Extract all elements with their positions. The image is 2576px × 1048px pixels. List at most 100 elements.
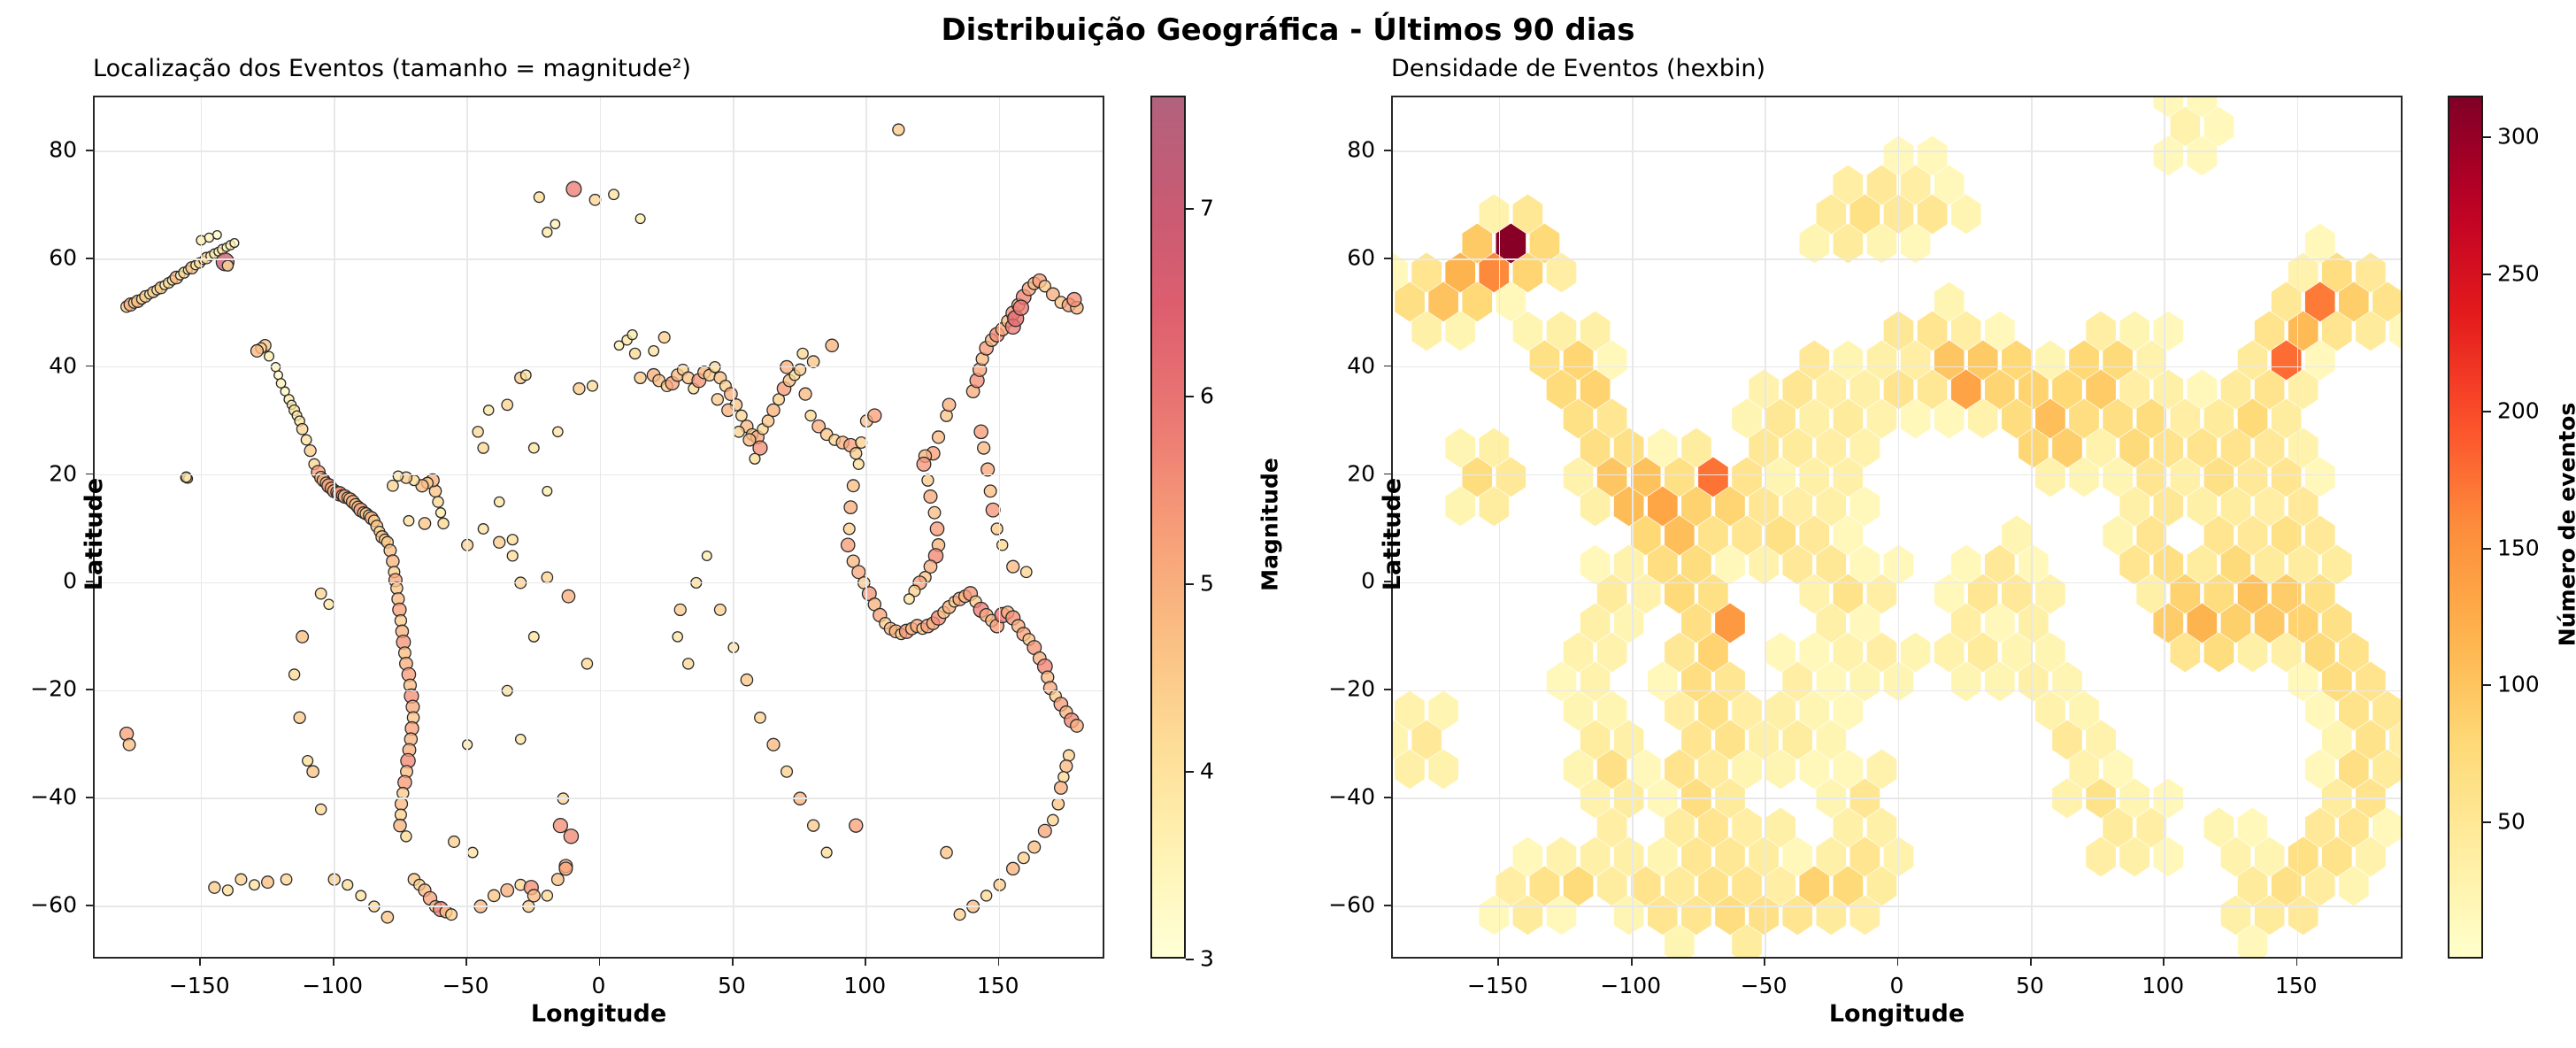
scatter-point: [903, 593, 915, 605]
gridline-vertical: [998, 97, 1001, 957]
scatter-point: [1012, 299, 1029, 316]
scatter-point: [211, 229, 222, 240]
hexbin-cell: [1765, 749, 1796, 790]
scatter-point: [304, 443, 317, 458]
colorbar-tick-label: 3: [1200, 945, 1214, 972]
hexbin-cell: [2339, 749, 2369, 790]
scatter-plot-area[interactable]: [93, 96, 1104, 959]
hexbin-cell: [2356, 836, 2386, 877]
scatter-point: [977, 441, 991, 455]
hexbin-cell: [2019, 544, 2049, 585]
scatter-point: [733, 425, 745, 438]
gridline-horizontal: [95, 582, 1103, 584]
hexbin-cell: [1563, 457, 1594, 497]
scatter-point: [634, 213, 646, 225]
scatter-point: [280, 873, 293, 886]
scatter-point: [437, 517, 450, 530]
hexbin-cell: [1546, 836, 1577, 877]
hexbin-cell: [2052, 428, 2082, 468]
hexbin-cell: [1950, 311, 1981, 351]
hexbin-cell: [1749, 895, 1779, 936]
hexbin-cell: [2119, 544, 2150, 585]
hexbin-cell: [2187, 369, 2218, 410]
scatter-point: [1046, 813, 1059, 827]
hexbin-cell: [2136, 515, 2167, 556]
scatter-point: [393, 818, 407, 833]
hexbin-cell: [2052, 720, 2082, 760]
hexbin-cell: [1749, 428, 1779, 468]
hexbin-cell: [1816, 194, 1847, 235]
gridline-vertical: [1631, 97, 1634, 957]
scatter-points-layer: [119, 123, 1084, 924]
hexbin-cell: [2254, 369, 2285, 410]
hexbin-cell: [1833, 223, 1864, 264]
colorbar-tickmark: [1186, 771, 1194, 773]
gridline-horizontal: [95, 366, 1103, 368]
hexbin-cell: [1917, 135, 1948, 176]
events-count-colorbar[interactable]: [2448, 96, 2483, 959]
hexbin-cell: [2035, 632, 2065, 673]
hexbin-cell: [1580, 836, 1611, 877]
scatter-point: [1006, 559, 1020, 574]
hexbin-plot-area[interactable]: [1391, 96, 2403, 959]
yaxis-tick-label: 40: [49, 352, 77, 379]
scatter-point: [811, 419, 827, 434]
hexbin-cell: [2153, 486, 2184, 527]
hexbin-cell: [1849, 544, 1880, 585]
hexbin-cell: [1866, 223, 1897, 264]
hexbin-cell: [2203, 106, 2234, 147]
scatter-point: [296, 422, 309, 435]
scatter-point: [1045, 287, 1060, 302]
hexbin-cell: [1613, 486, 1644, 527]
hexbin-cell: [2002, 574, 2032, 614]
scatter-point: [434, 507, 447, 519]
hexbin-cell: [1462, 223, 1493, 264]
hexbin-cell: [2304, 632, 2335, 673]
xaxis-tickmark: [1896, 959, 1899, 966]
xaxis-tickmark: [1630, 959, 1633, 966]
hexbin-cell: [1866, 340, 1897, 381]
scatter-point: [742, 433, 757, 447]
hexbin-cell: [1647, 895, 1678, 936]
hexbin-cell: [1613, 428, 1644, 468]
hexbin-cell: [1833, 690, 1864, 731]
hexbin-cell: [2187, 97, 2218, 118]
magnitude-colorbar[interactable]: [1150, 96, 1186, 959]
gridline-vertical: [1897, 97, 1900, 957]
hexbin-cell: [1984, 544, 2015, 585]
hexbin-cell: [1749, 836, 1779, 877]
xaxis-tick-label: 50: [717, 973, 746, 998]
xaxis-tickmark: [465, 959, 467, 966]
hexbin-cell: [2356, 311, 2386, 351]
hexbin-cell: [1765, 632, 1796, 673]
hexbin-cell: [1647, 486, 1678, 527]
colorbar-tick-label: 300: [2497, 123, 2540, 150]
hexbin-cell: [1596, 632, 1627, 673]
hexbin-cell: [2203, 807, 2234, 848]
hexbin-cell: [2035, 690, 2065, 731]
hexbin-cell: [2119, 486, 2150, 527]
hexbin-cell: [1782, 369, 1813, 410]
hexbin-cell: [1765, 398, 1796, 439]
colorbar-tick-label: 7: [1200, 195, 1214, 221]
hexbin-cell: [1479, 895, 1510, 936]
colorbar-tick-label: 5: [1200, 570, 1214, 597]
hexbin-cell: [1681, 603, 1711, 643]
xaxis-tick-label: 100: [843, 973, 887, 998]
hexbin-cell: [1529, 340, 1560, 381]
hexbin-cell: [2103, 807, 2133, 848]
hexbin-cell: [2237, 515, 2268, 556]
hexbin-cell: [2237, 457, 2268, 497]
hexbin-cell: [1563, 340, 1594, 381]
yaxis-tick-label: 40: [1347, 352, 1375, 379]
gridline-horizontal: [1393, 690, 2401, 692]
hexbin-cell: [1596, 574, 1627, 614]
hexbin-cell: [1563, 866, 1594, 906]
gridline-vertical: [1765, 97, 1766, 957]
hexbin-cell: [2153, 311, 2184, 351]
scatter-point: [852, 458, 865, 470]
hexbin-cell: [2203, 398, 2234, 439]
hexbin-cell: [1765, 457, 1796, 497]
scatter-point: [766, 403, 780, 418]
